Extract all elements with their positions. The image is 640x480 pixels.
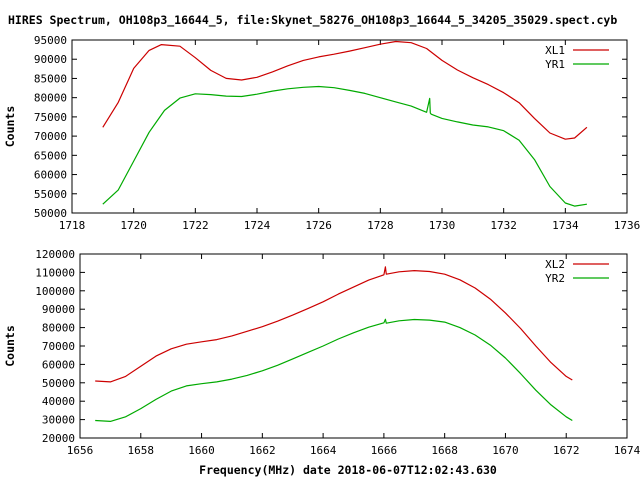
- y-tick-label: 90000: [42, 303, 75, 316]
- x-tick-label: 1662: [249, 444, 276, 457]
- x-axis-label: Frequency(MHz) date 2018-06-07T12:02:43.…: [199, 463, 497, 477]
- y-tick-label: 110000: [35, 266, 75, 279]
- x-tick-label: 1718: [59, 219, 86, 232]
- plot-title: HIRES Spectrum, OH108p3_16644_5, file:Sk…: [8, 13, 617, 28]
- plot-frame: [71, 39, 628, 214]
- series-line-yr2: [95, 318, 573, 422]
- series-line-xl2: [95, 266, 573, 383]
- y-tick-label: 20000: [42, 432, 75, 445]
- y-tick-label: 55000: [34, 188, 67, 201]
- panels-group: 1718 1720 1722 1724 1726 1728 1730 1732 1734 1736…: [3, 34, 640, 457]
- x-tick-label: 1726: [305, 219, 332, 232]
- x-tick-label: 1656: [67, 444, 94, 457]
- y-tick-label: 90000: [34, 53, 67, 66]
- x-tick-label: 1736: [614, 219, 640, 232]
- y-tick-label: 85000: [34, 72, 67, 85]
- legend-label-yr2: YR2: [545, 272, 565, 285]
- legend-label-yr1: YR1: [545, 58, 565, 71]
- y-tick-label: 50000: [42, 377, 75, 390]
- y-tick-label: 65000: [34, 149, 67, 162]
- x-tick-label: 1670: [492, 444, 519, 457]
- chart-panel-top: 1718 1720 1722 1724 1726 1728 1730 1732 1734 1736…: [3, 34, 640, 232]
- y-tick-label: 50000: [34, 207, 67, 220]
- y-tick-label: 100000: [35, 285, 75, 298]
- y-tick-label: 30000: [42, 414, 75, 427]
- legend-label-xl2: XL2: [545, 258, 565, 271]
- x-tick-label: 1658: [128, 444, 155, 457]
- x-tick-label: 1720: [120, 219, 147, 232]
- x-tick-label: 1674: [614, 444, 640, 457]
- y-tick-label: 70000: [42, 340, 75, 353]
- x-tick-label: 1668: [431, 444, 458, 457]
- y-tick-label: 40000: [42, 395, 75, 408]
- x-tick-label: 1722: [182, 219, 209, 232]
- x-tick-label: 1734: [552, 219, 579, 232]
- y-axis-label: Counts: [3, 106, 17, 148]
- y-tick-label: 95000: [34, 34, 67, 47]
- x-tick-label: 1728: [367, 219, 394, 232]
- x-tick-label: 1672: [553, 444, 580, 457]
- y-tick-label: 70000: [34, 130, 67, 143]
- x-tick-label: 1730: [429, 219, 456, 232]
- y-axis-label: Counts: [3, 325, 17, 367]
- chart-panel-bottom: 1656 1658 1660 1662 1664 1666 1668 1670 1672 1674…: [3, 248, 640, 457]
- y-tick-label: 80000: [42, 322, 75, 335]
- y-tick-label: 120000: [35, 248, 75, 261]
- series-line-xl1: [102, 40, 588, 140]
- x-tick-label: 1664: [310, 444, 337, 457]
- x-tick-label: 1660: [188, 444, 215, 457]
- series-line-yr1: [102, 85, 587, 207]
- y-tick-label: 60000: [42, 358, 75, 371]
- x-tick-label: 1732: [490, 219, 517, 232]
- x-tick-label: 1724: [244, 219, 271, 232]
- y-tick-label: 80000: [34, 92, 67, 105]
- y-tick-label: 75000: [34, 111, 67, 124]
- y-tick-label: 60000: [34, 169, 67, 182]
- legend-label-xl1: XL1: [545, 44, 565, 57]
- x-tick-label: 1666: [371, 444, 398, 457]
